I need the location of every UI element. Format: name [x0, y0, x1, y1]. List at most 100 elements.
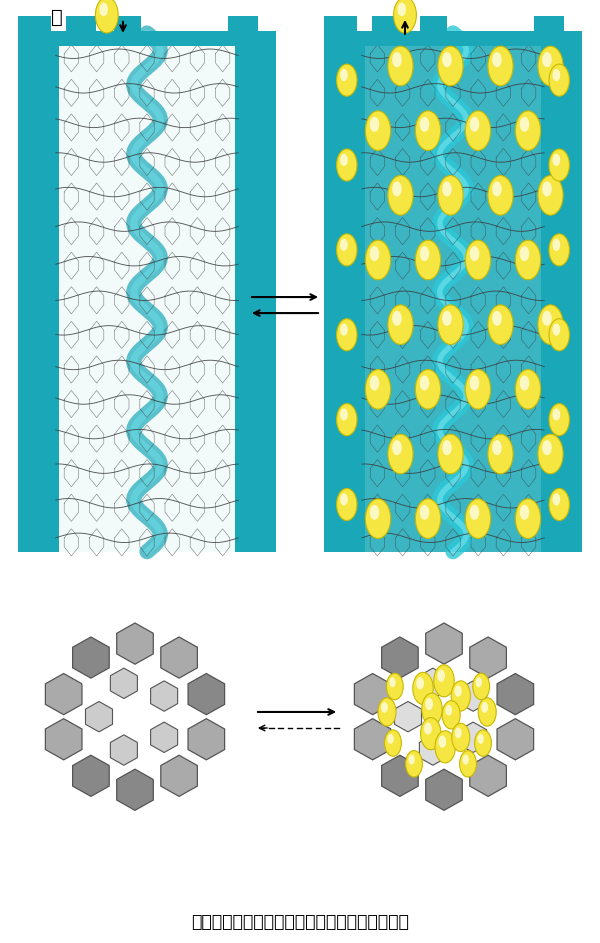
FancyBboxPatch shape: [541, 33, 582, 552]
Polygon shape: [355, 719, 391, 760]
Circle shape: [370, 505, 379, 520]
Circle shape: [388, 434, 413, 473]
Circle shape: [549, 149, 569, 181]
Circle shape: [549, 404, 569, 436]
Circle shape: [415, 499, 440, 538]
Circle shape: [365, 111, 391, 151]
Polygon shape: [117, 623, 153, 664]
Polygon shape: [419, 735, 446, 765]
FancyBboxPatch shape: [18, 33, 59, 552]
Circle shape: [488, 305, 513, 344]
Circle shape: [385, 730, 401, 756]
Polygon shape: [394, 702, 422, 732]
Circle shape: [438, 175, 463, 215]
Circle shape: [340, 69, 348, 81]
Polygon shape: [470, 637, 506, 678]
Polygon shape: [110, 669, 137, 699]
Circle shape: [538, 46, 563, 86]
Polygon shape: [497, 673, 533, 715]
FancyBboxPatch shape: [324, 16, 357, 42]
Circle shape: [515, 111, 541, 151]
Circle shape: [481, 702, 488, 713]
Polygon shape: [73, 755, 109, 797]
Circle shape: [340, 154, 348, 166]
FancyBboxPatch shape: [372, 16, 402, 42]
Circle shape: [415, 111, 440, 151]
Circle shape: [520, 375, 529, 390]
Circle shape: [542, 181, 552, 196]
Polygon shape: [355, 673, 391, 715]
Circle shape: [365, 240, 391, 280]
Circle shape: [442, 701, 460, 729]
Circle shape: [337, 404, 357, 436]
Circle shape: [473, 673, 490, 700]
Text: 借助锨在电极内的插入与脱离，进行放电和充电: 借助锨在电极内的插入与脱离，进行放电和充电: [191, 913, 409, 932]
Circle shape: [388, 46, 413, 86]
Circle shape: [99, 3, 108, 16]
Circle shape: [416, 677, 424, 689]
Circle shape: [442, 52, 452, 67]
Polygon shape: [426, 623, 462, 664]
Polygon shape: [188, 719, 224, 760]
Circle shape: [542, 311, 552, 326]
Circle shape: [476, 677, 482, 687]
Circle shape: [442, 440, 452, 455]
Circle shape: [392, 440, 402, 455]
FancyBboxPatch shape: [235, 33, 276, 552]
Circle shape: [451, 681, 470, 711]
Circle shape: [538, 434, 563, 473]
Circle shape: [466, 111, 491, 151]
FancyBboxPatch shape: [66, 16, 96, 42]
FancyBboxPatch shape: [18, 31, 276, 46]
Circle shape: [337, 64, 357, 96]
Circle shape: [542, 440, 552, 455]
Circle shape: [470, 117, 479, 132]
Circle shape: [470, 246, 479, 261]
Circle shape: [340, 408, 348, 421]
Circle shape: [337, 234, 357, 266]
FancyBboxPatch shape: [365, 33, 541, 552]
Circle shape: [520, 246, 529, 261]
Circle shape: [549, 488, 569, 521]
Circle shape: [538, 305, 563, 344]
Circle shape: [442, 311, 452, 326]
Circle shape: [394, 0, 416, 33]
Polygon shape: [161, 637, 197, 678]
Circle shape: [549, 64, 569, 96]
Circle shape: [553, 323, 560, 336]
FancyBboxPatch shape: [114, 16, 141, 42]
FancyBboxPatch shape: [228, 16, 258, 42]
Circle shape: [424, 722, 432, 735]
FancyBboxPatch shape: [59, 33, 235, 552]
Circle shape: [421, 718, 441, 750]
Circle shape: [388, 305, 413, 344]
Circle shape: [388, 734, 394, 744]
Circle shape: [389, 677, 395, 687]
Circle shape: [549, 234, 569, 266]
FancyBboxPatch shape: [324, 31, 582, 46]
Circle shape: [392, 52, 402, 67]
Circle shape: [520, 505, 529, 520]
Polygon shape: [382, 637, 418, 678]
Circle shape: [439, 736, 446, 748]
Circle shape: [438, 434, 463, 473]
Polygon shape: [110, 735, 137, 765]
Circle shape: [470, 505, 479, 520]
Polygon shape: [460, 681, 487, 711]
Circle shape: [435, 731, 455, 763]
Circle shape: [542, 52, 552, 67]
Circle shape: [419, 117, 429, 132]
Circle shape: [470, 375, 479, 390]
Circle shape: [515, 499, 541, 538]
Circle shape: [466, 240, 491, 280]
Circle shape: [515, 240, 541, 280]
Circle shape: [455, 728, 462, 738]
Circle shape: [365, 499, 391, 538]
Circle shape: [388, 175, 413, 215]
Circle shape: [478, 698, 496, 726]
Circle shape: [438, 46, 463, 86]
Circle shape: [437, 670, 445, 682]
Polygon shape: [382, 755, 418, 797]
Circle shape: [553, 69, 560, 81]
Circle shape: [340, 323, 348, 336]
